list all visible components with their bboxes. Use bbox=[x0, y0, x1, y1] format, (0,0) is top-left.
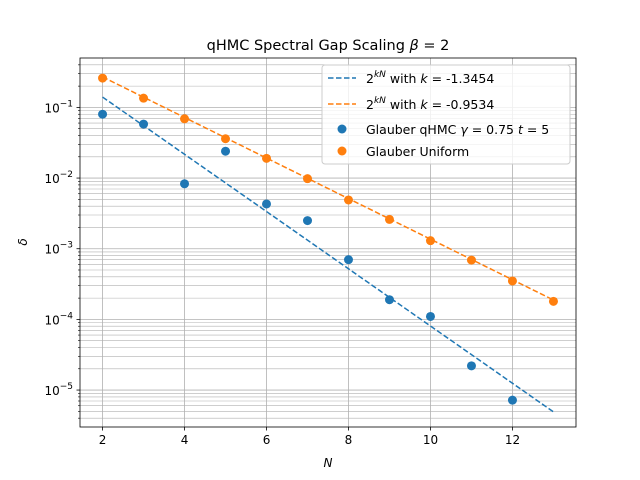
data-point bbox=[343, 255, 353, 265]
chart-title-beta-value: = 2 bbox=[419, 38, 450, 54]
y-axis-label: δ bbox=[16, 238, 30, 245]
data-point bbox=[98, 109, 108, 119]
data-point bbox=[548, 296, 558, 306]
legend-box bbox=[321, 64, 571, 165]
data-point bbox=[384, 214, 394, 224]
data-point bbox=[221, 146, 231, 156]
data-point bbox=[507, 395, 517, 405]
y-tick-label: 10−2 bbox=[44, 170, 73, 186]
data-point bbox=[139, 93, 149, 103]
data-point bbox=[221, 134, 231, 144]
data-point bbox=[466, 255, 476, 265]
data-point bbox=[262, 199, 272, 209]
chart-title-main: qHMC Spectral Gap Scaling bbox=[207, 38, 410, 54]
chart-title-beta: β bbox=[409, 38, 419, 54]
x-tick-label: 12 bbox=[505, 433, 520, 447]
legend-series-marker bbox=[337, 146, 347, 156]
y-tick-label: 10−4 bbox=[44, 311, 73, 327]
data-points bbox=[98, 73, 558, 405]
legend-series-label: Glauber qHMC γ = 0.75 t = 5 bbox=[366, 122, 549, 137]
x-tick-label: 10 bbox=[423, 433, 438, 447]
data-point bbox=[425, 311, 435, 321]
y-tick-label: 10−1 bbox=[44, 99, 73, 115]
axis-ticks: 2 4 6 8 10 12 10−5 10−4 10−3 10−2 10−1 bbox=[44, 64, 520, 447]
x-axis-label: N bbox=[324, 456, 333, 470]
y-tick-label: 10−5 bbox=[44, 382, 73, 398]
chart-legend: 2kN with k = -1.3454 2kN with k = -0.9534… bbox=[321, 64, 571, 165]
legend-fit-label: 2kN with k = -1.3454 bbox=[366, 70, 494, 86]
data-point bbox=[180, 179, 190, 189]
plot-area-frame bbox=[79, 57, 577, 428]
x-tick-label: 4 bbox=[181, 433, 189, 447]
data-point bbox=[98, 73, 108, 83]
data-point bbox=[507, 276, 517, 286]
data-point bbox=[343, 195, 353, 205]
legend-series-marker bbox=[337, 124, 347, 134]
data-point bbox=[303, 174, 313, 184]
fit-line bbox=[102, 76, 554, 301]
legend-fit-label: 2kN with k = -0.9534 bbox=[366, 96, 494, 112]
fit-lines bbox=[102, 76, 554, 413]
x-tick-label: 2 bbox=[99, 433, 107, 447]
legend-series-label: Glauber Uniform bbox=[366, 144, 469, 159]
data-point bbox=[180, 114, 190, 124]
x-tick-label: 6 bbox=[263, 433, 271, 447]
data-point bbox=[425, 236, 435, 246]
chart-title: qHMC Spectral Gap Scaling β = 2 bbox=[207, 38, 450, 54]
data-point bbox=[303, 216, 313, 226]
data-point bbox=[384, 295, 394, 305]
data-point bbox=[466, 361, 476, 371]
data-point bbox=[139, 119, 149, 129]
x-tick-label: 8 bbox=[345, 433, 353, 447]
y-tick-label: 10−3 bbox=[44, 241, 73, 257]
fit-line bbox=[102, 96, 554, 413]
data-point bbox=[262, 153, 272, 163]
